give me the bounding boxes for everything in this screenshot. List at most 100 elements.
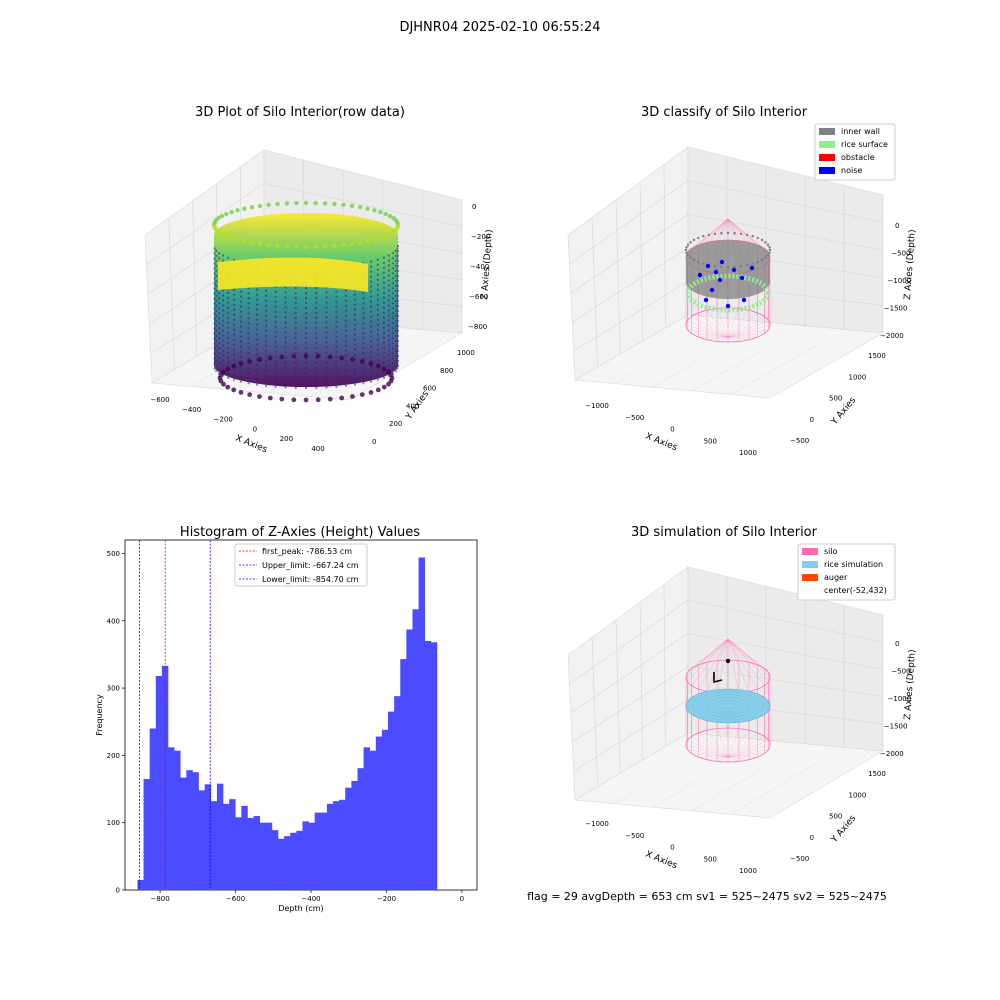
tick-label: −1000 <box>888 695 912 703</box>
point <box>332 201 337 207</box>
inner-wall-point <box>726 231 730 235</box>
tick-label: −500 <box>625 832 644 840</box>
tick-label: −500 <box>891 668 910 676</box>
panel-histogram: Histogram of Z-Axies (Height) Values −80… <box>95 525 478 913</box>
silo-floor-wire <box>727 756 750 760</box>
point <box>365 206 370 211</box>
histogram-bar <box>198 790 205 890</box>
silo-floor-wire <box>727 740 769 758</box>
point <box>231 363 237 369</box>
point <box>291 397 297 403</box>
point <box>313 244 318 250</box>
point <box>294 200 299 206</box>
grid-line <box>146 182 463 265</box>
y-tick-label: 300 <box>107 685 120 693</box>
grid-line <box>572 247 884 323</box>
point <box>339 395 345 401</box>
grid-line <box>663 584 666 747</box>
noise-point <box>725 303 731 309</box>
tick-label: 0 <box>895 640 899 648</box>
silo-floor-wire <box>727 316 765 338</box>
silo-floor-wire <box>706 310 729 338</box>
grid-line <box>691 770 760 812</box>
silo-roof-wire <box>727 638 750 692</box>
inner-wall-point <box>745 233 749 237</box>
tick-label: −200 <box>214 416 233 424</box>
panel-simulation-3d: 3D simulation of Silo Interior −1000 −500… <box>567 525 918 875</box>
inner-wall-point <box>739 265 743 268</box>
tick-label: 0 <box>670 844 674 852</box>
silo-roof-wire <box>727 638 765 686</box>
tick-label: 400 <box>406 402 419 410</box>
floor-pane <box>574 314 884 399</box>
silo-floor-wire <box>727 756 739 762</box>
silo-floor-wire <box>691 316 729 338</box>
histogram-bar <box>229 799 236 890</box>
tick-label: 200 <box>389 420 402 428</box>
histogram-y-ticks: 0 100 200 300 400 500 <box>107 550 125 895</box>
silo-floor-wire <box>727 310 750 338</box>
histogram-legend: first_peak: -786.53 cm Upper_limit: -667… <box>234 543 368 587</box>
panel2-zlabel: Z Axies (Depth) <box>903 229 918 300</box>
center-marker <box>725 658 731 664</box>
y-tick-label: 200 <box>107 752 120 760</box>
noise-point <box>749 265 755 271</box>
grid-line <box>613 370 637 384</box>
noise-point <box>709 287 715 293</box>
tick-label: −400 <box>182 406 201 414</box>
point <box>395 220 400 225</box>
panel3-title: Histogram of Z-Axies (Height) Values <box>180 525 420 540</box>
point <box>291 353 297 359</box>
silo-floor-wire <box>698 312 729 338</box>
panel2-y-ticks: −500 0 500 1000 1500 <box>790 352 886 445</box>
point <box>284 201 290 206</box>
silo-roof-wire <box>727 218 750 243</box>
grid-line <box>730 342 822 395</box>
point <box>313 200 318 206</box>
legend-swatch-noise <box>819 167 835 174</box>
legend-swatch-rice-simulation <box>802 561 818 568</box>
histogram-bar <box>418 557 426 890</box>
inner-wall-point <box>764 241 767 244</box>
grid-line <box>591 637 598 787</box>
panel1-zlabel: Z Axies (Depth) <box>480 229 495 300</box>
inner-wall-point <box>768 248 772 252</box>
silo-floor-wire <box>687 320 729 338</box>
point <box>303 200 309 206</box>
panel2-silo-wireframe <box>684 218 772 343</box>
tick-label: 1000 <box>849 373 867 381</box>
silo-roof-wire <box>727 638 750 663</box>
inner-wall-point <box>768 246 771 249</box>
histogram-bar <box>388 711 395 890</box>
noise-point <box>731 267 737 273</box>
point <box>378 209 383 215</box>
grid-line <box>639 182 644 342</box>
panel2-title: 3D classify of Silo Interior <box>641 105 808 120</box>
legend-label-inner-wall: inner wall <box>841 127 880 136</box>
silo-floor-wire <box>727 736 765 758</box>
point <box>257 357 262 362</box>
histogram-bar <box>149 728 157 890</box>
histogram-bar <box>363 747 370 890</box>
inner-wall-point <box>713 232 717 235</box>
point <box>284 244 290 249</box>
inner-wall-point <box>768 251 771 254</box>
panel1-title: 3D Plot of Silo Interior(row data) <box>195 105 405 120</box>
tick-label: −1000 <box>585 402 609 410</box>
tick-label: −400 <box>470 263 489 271</box>
point <box>365 239 370 244</box>
noise-point <box>717 277 723 283</box>
histogram-bar <box>278 838 285 890</box>
silo-roof-wire <box>691 638 729 669</box>
inner-wall-point <box>756 236 759 240</box>
histogram-bar <box>235 817 242 890</box>
silo-floor-wire <box>706 756 729 760</box>
point <box>327 396 333 402</box>
silo-floor-wire <box>687 740 729 758</box>
histogram-xlabel: Depth (cm) <box>278 904 323 913</box>
histogram-bar <box>375 736 383 890</box>
legend-label-auger: auger <box>824 573 848 582</box>
panel1-xlabel: X Axies <box>234 434 269 456</box>
point <box>247 392 253 397</box>
noise-point <box>713 269 719 275</box>
